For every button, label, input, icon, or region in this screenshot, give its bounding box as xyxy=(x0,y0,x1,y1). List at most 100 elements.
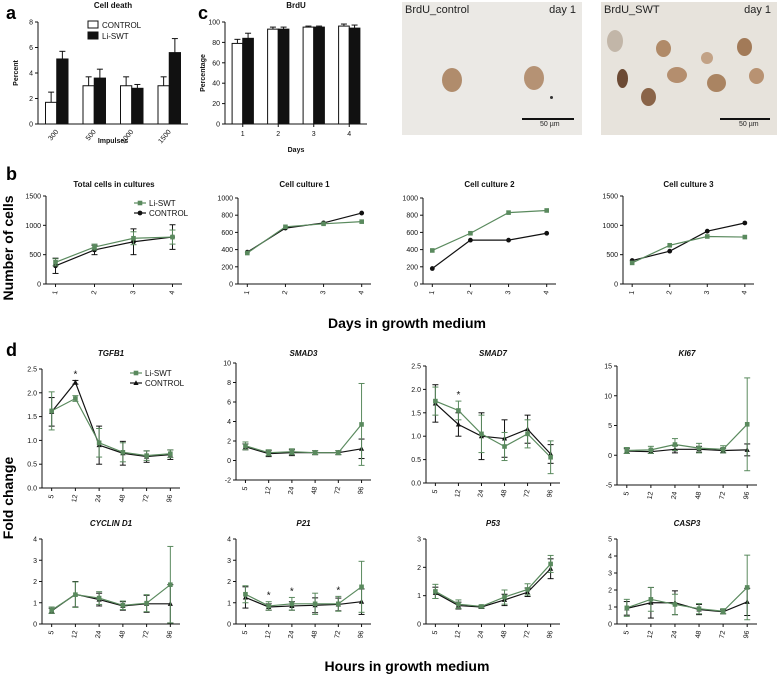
y-tick-label: 3 xyxy=(33,558,37,565)
data-point-li-swt xyxy=(168,451,173,457)
x-tick-label: 96 xyxy=(166,494,174,503)
x-tick-label: 96 xyxy=(166,630,174,639)
data-point-li-swt xyxy=(544,208,549,213)
series-line-li-swt xyxy=(246,221,362,254)
data-point-li-swt xyxy=(283,224,288,230)
y-tick-label: -5 xyxy=(606,483,612,490)
x-tick-label: 24 xyxy=(477,630,485,639)
data-point-control xyxy=(544,230,550,236)
y-tick-label: 1000 xyxy=(217,196,233,203)
y-tick-label: 6 xyxy=(227,400,231,407)
y-tick-label: 1500 xyxy=(25,194,41,201)
y-tick-label: 0 xyxy=(37,282,41,289)
x-tick-label: 96 xyxy=(546,630,554,639)
data-point-li-swt xyxy=(131,235,136,241)
x-tick-label: 5 xyxy=(242,486,250,491)
x-tick-label: 24 xyxy=(671,491,679,500)
panel-letter-c: c xyxy=(198,3,208,23)
x-tick-label: 24 xyxy=(95,494,103,503)
scale-bar xyxy=(522,118,574,120)
x-tick-label: 1 xyxy=(629,290,637,295)
legend-swatch xyxy=(87,31,99,40)
x-tick-label: 5 xyxy=(48,630,56,635)
scale-bar xyxy=(720,118,770,120)
x-tick-label: 12 xyxy=(454,489,462,498)
nucleus xyxy=(617,69,628,88)
x-tick-label: 24 xyxy=(477,489,485,498)
data-point-li-swt xyxy=(502,594,507,600)
micrograph-day: day 1 xyxy=(549,4,576,16)
chart-title: BrdU xyxy=(286,1,306,10)
x-tick-label: 1 xyxy=(429,290,437,295)
x-tick-label: 12 xyxy=(264,486,272,495)
y-tick-label: 4 xyxy=(29,71,33,78)
y-tick-label: 1.5 xyxy=(27,414,37,421)
y-tick-label: 2 xyxy=(33,579,37,586)
micrograph-label: BrdU_control xyxy=(405,4,470,16)
x-tick-label: 5 xyxy=(432,630,440,635)
x-tick-label: 4 xyxy=(347,131,351,138)
line-chart-b2: 0 200 400 600 800 1000 1 2 3 4 Cell culture 1 xyxy=(217,180,371,295)
y-tick-label: 600 xyxy=(406,230,418,237)
significance-star: * xyxy=(290,586,294,597)
y-axis-label: Percent xyxy=(13,59,20,85)
x-tick-label: 12 xyxy=(264,630,272,639)
data-point-li-swt xyxy=(120,450,126,455)
series-line-li-swt xyxy=(626,423,748,452)
micrograph-label: BrdU_SWT xyxy=(604,4,660,16)
x-tick-label: 5 xyxy=(623,491,631,496)
y-tick-label: 1 xyxy=(33,600,37,607)
series-line-li-swt xyxy=(631,235,745,264)
significance-star: * xyxy=(456,390,460,401)
significance-star: * xyxy=(336,585,340,596)
bar-control xyxy=(267,28,279,125)
x-tick-label: 12 xyxy=(71,630,79,639)
x-tick-label: 48 xyxy=(500,630,508,639)
data-point-li-swt xyxy=(624,605,630,611)
data-point-li-swt xyxy=(359,422,364,427)
x-tick-label: 5 xyxy=(623,630,631,635)
x-tick-label: 72 xyxy=(719,491,727,500)
scale-bar-label: 50 µm xyxy=(739,121,759,128)
x-tick-label: 2 xyxy=(666,290,674,295)
x-tick-label: 48 xyxy=(695,491,703,500)
x-tick-label: 48 xyxy=(119,494,127,503)
y-tick-label: 10 xyxy=(223,361,231,368)
x-tick-label: 48 xyxy=(311,630,319,639)
nucleus xyxy=(749,68,764,84)
legend-marker xyxy=(133,380,139,385)
y-tick-label: 0.0 xyxy=(411,481,421,488)
series-line-li-swt xyxy=(55,236,173,263)
y-tick-label: 0 xyxy=(417,622,421,629)
data-point-li-swt xyxy=(144,453,149,458)
bar-control xyxy=(338,25,350,125)
series-line-control xyxy=(435,568,552,608)
x-tick-label: 500 xyxy=(85,129,98,143)
data-point-li-swt xyxy=(168,582,173,587)
series-line-li-swt xyxy=(435,563,552,608)
y-tick-label: 500 xyxy=(29,252,41,259)
data-point-li-swt xyxy=(672,602,678,607)
bar-li-swt xyxy=(131,87,144,125)
y-tick-label: 800 xyxy=(221,213,233,220)
bar-li-swt xyxy=(242,37,254,125)
series-line-li-swt xyxy=(626,587,748,612)
x-tick-label: 1500 xyxy=(157,129,172,146)
y-tick-label: 8 xyxy=(29,20,33,27)
panel-letter-a: a xyxy=(6,3,17,23)
x-tick-label: 24 xyxy=(671,630,679,639)
data-point-li-swt xyxy=(49,607,54,613)
legend-label: Li-SWT xyxy=(102,32,129,41)
y-tick-label: 0.5 xyxy=(411,457,421,464)
nucleus xyxy=(656,40,671,57)
data-point-li-swt xyxy=(73,396,78,401)
x-tick-label: 1 xyxy=(244,290,252,295)
y-tick-label: 1 xyxy=(417,593,421,600)
x-tick-label: 24 xyxy=(288,486,296,495)
data-point-li-swt xyxy=(96,595,102,601)
chart-title: Cell culture 2 xyxy=(464,180,515,189)
series-line-li-swt xyxy=(245,424,363,454)
legend-marker xyxy=(137,200,143,206)
legend-label: CONTROL xyxy=(102,21,142,30)
data-point-li-swt xyxy=(245,250,250,256)
